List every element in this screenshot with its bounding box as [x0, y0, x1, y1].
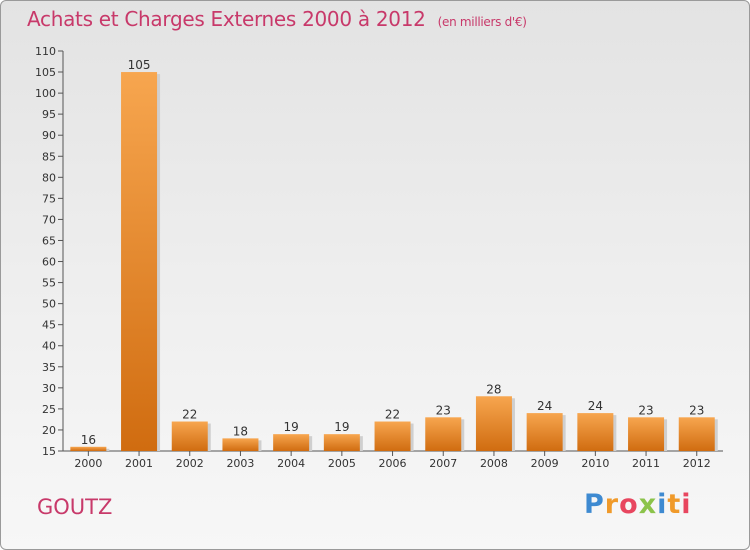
bar: [273, 434, 310, 451]
bar: [70, 446, 107, 451]
logo-letter: i: [657, 489, 668, 520]
bar: [628, 417, 665, 451]
data-label: 28: [486, 382, 501, 396]
y-tick-label: 95: [42, 108, 56, 121]
y-tick-label: 75: [42, 192, 56, 205]
y-tick-label: 30: [42, 382, 56, 395]
bar: [475, 396, 512, 451]
x-tick-label: 2010: [581, 457, 609, 470]
y-tick-label: 40: [42, 340, 56, 353]
x-tick-label: 2011: [632, 457, 660, 470]
data-label: 24: [588, 399, 603, 413]
y-tick-label: 70: [42, 213, 56, 226]
y-tick-label: 110: [35, 45, 56, 58]
data-label: 18: [233, 424, 248, 438]
y-tick-label: 55: [42, 277, 56, 290]
x-axis: 2000 2001 2002 2003 2004 2005 2006 2007 2008 2009…: [63, 450, 723, 470]
x-tick-label: 2000: [74, 457, 102, 470]
logo-letter: r: [604, 489, 620, 520]
y-tick-label: 45: [42, 319, 56, 332]
data-label: 23: [638, 403, 653, 417]
data-labels: 16 105 22 18 19 19 22 23 28 24 24 23 23: [81, 58, 705, 447]
y-tick-label: 85: [42, 150, 56, 163]
chart-title: Achats et Charges Externes 2000 à 2012 (…: [27, 7, 527, 31]
data-label: 22: [182, 408, 197, 422]
logo-letter: x: [638, 489, 658, 520]
y-tick-label: 20: [42, 424, 56, 437]
bar: [121, 72, 158, 451]
y-tick-label: 80: [42, 171, 56, 184]
data-label: 23: [436, 403, 451, 417]
data-label: 16: [81, 433, 96, 447]
y-tick-label: 90: [42, 129, 56, 142]
bar: [526, 413, 563, 451]
x-tick-label: 2008: [480, 457, 508, 470]
y-tick-label: 50: [42, 298, 56, 311]
data-label: 24: [537, 399, 552, 413]
x-tick-label: 2012: [683, 457, 711, 470]
chart-unit-label: (en milliers d'€): [437, 15, 527, 29]
logo-letter: i: [681, 489, 692, 520]
x-tick-label: 2009: [531, 457, 559, 470]
data-label: 23: [689, 403, 704, 417]
y-tick-label: 65: [42, 234, 56, 247]
y-tick-label: 25: [42, 403, 56, 416]
proxiti-logo: Proxiti: [584, 489, 692, 520]
x-tick-label: 2007: [429, 457, 457, 470]
x-tick-label: 2001: [125, 457, 153, 470]
x-tick-label: 2002: [176, 457, 204, 470]
logo-letter: o: [619, 489, 639, 520]
chart-title-text: Achats et Charges Externes 2000 à 2012: [27, 7, 426, 31]
logo-letter: P: [584, 489, 605, 520]
bars: [70, 72, 718, 451]
y-tick-label: 35: [42, 361, 56, 374]
x-tick-label: 2005: [328, 457, 356, 470]
data-label: 105: [128, 58, 151, 72]
x-tick-label: 2003: [226, 457, 254, 470]
bar: [425, 417, 462, 451]
bar: [577, 413, 614, 451]
data-label: 19: [334, 420, 349, 434]
x-tick-label: 2006: [379, 457, 407, 470]
logo-letter: t: [667, 489, 682, 520]
y-tick-label: 15: [42, 445, 56, 458]
bar: [678, 417, 715, 451]
commune-name: GOUTZ: [37, 495, 113, 519]
y-axis: 15 20 25 30 35 40 45 50 55 60 65 70 75 80 85 90 95 100 105…: [35, 45, 64, 458]
y-tick-label: 60: [42, 256, 56, 269]
y-tick-label: 105: [35, 66, 56, 79]
bar: [222, 438, 259, 451]
data-label: 19: [284, 420, 299, 434]
bar: [323, 434, 360, 451]
bar: [374, 421, 411, 451]
bar: [171, 421, 208, 451]
data-label: 22: [385, 408, 400, 422]
y-tick-label: 100: [35, 87, 56, 100]
x-tick-label: 2004: [277, 457, 305, 470]
